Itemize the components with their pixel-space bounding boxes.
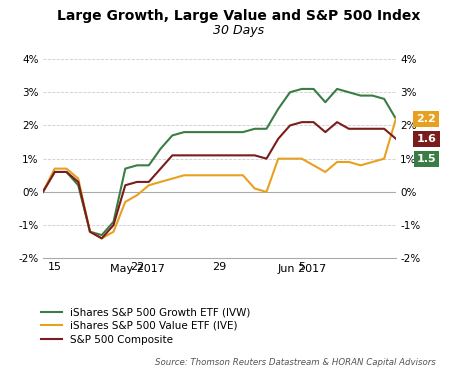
Text: 2.2: 2.2 — [416, 114, 436, 124]
Text: 1.5: 1.5 — [416, 154, 436, 164]
Text: 30 Days: 30 Days — [212, 24, 264, 37]
Text: May 2017: May 2017 — [109, 265, 164, 275]
Text: Large Growth, Large Value and S&P 500 Index: Large Growth, Large Value and S&P 500 In… — [57, 9, 419, 23]
Legend: iShares S&P 500 Growth ETF (IVW), iShares S&P 500 Value ETF (IVE), S&P 500 Compo: iShares S&P 500 Growth ETF (IVW), iShare… — [41, 307, 250, 345]
Text: Source: Thomson Reuters Datastream & HORAN Capital Advisors: Source: Thomson Reuters Datastream & HOR… — [155, 358, 435, 367]
Text: 1.6: 1.6 — [416, 134, 436, 144]
Text: Jun 2017: Jun 2017 — [277, 265, 326, 275]
